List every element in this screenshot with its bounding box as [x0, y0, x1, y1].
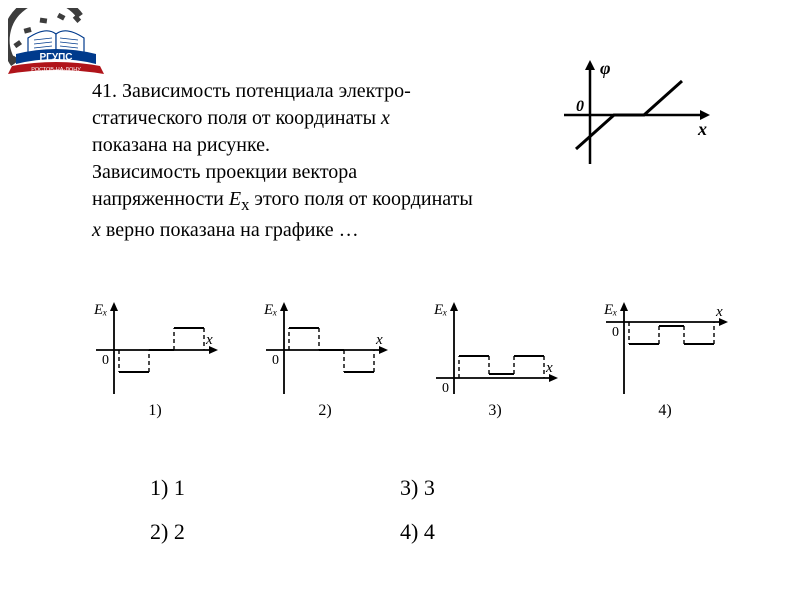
option-2-label: 2)	[250, 402, 400, 420]
svg-text:0: 0	[442, 381, 449, 396]
svg-text:x: x	[715, 304, 723, 320]
question-line4: Зависимость проекции вектора	[92, 161, 357, 183]
option-4: Eₓ x 0 4)	[590, 300, 740, 420]
svg-text:0: 0	[576, 98, 584, 115]
question-line3: показана на рисунке.	[92, 134, 270, 156]
question-var-e: E	[229, 188, 241, 210]
svg-text:0: 0	[612, 325, 619, 340]
option-4-label: 4)	[590, 402, 740, 420]
svg-text:Eₓ: Eₓ	[263, 302, 277, 318]
answer-3: 3) 3	[400, 475, 650, 501]
svg-text:x: x	[545, 360, 553, 376]
option-3-label: 3)	[420, 402, 570, 420]
options-row: Eₓ x 0 1) Eₓ x 0 2) Eₓ x 0 3) Eₓ x 0 4)	[80, 300, 740, 420]
svg-text:x: x	[205, 332, 213, 348]
answer-1: 1) 1	[150, 475, 400, 501]
answer-2: 2) 2	[150, 519, 400, 545]
question-line6: верно показана на графике …	[101, 219, 359, 241]
svg-text:φ: φ	[600, 60, 611, 78]
option-2: Eₓ x 0 2)	[250, 300, 400, 420]
svg-text:0: 0	[272, 353, 279, 368]
logo-ribbon-text: РОСТОВ-НА-ДОНУ	[31, 67, 81, 73]
svg-text:x: x	[697, 119, 707, 139]
answer-4: 4) 4	[400, 519, 650, 545]
question-line1: 41. Зависимость потенциала электро-	[92, 80, 411, 102]
main-graph: φ x 0	[560, 60, 710, 170]
question-var-x1: x	[381, 107, 390, 129]
university-logo: РГУПС РОСТОВ-НА-ДОНУ	[8, 8, 108, 78]
svg-text:0: 0	[102, 353, 109, 368]
ribbon-icon: РОСТОВ-НА-ДОНУ	[8, 62, 104, 74]
svg-text:Eₓ: Eₓ	[433, 302, 447, 318]
question-line5b: этого поля от координаты	[249, 188, 472, 210]
svg-text:Eₓ: Eₓ	[603, 302, 617, 318]
option-3: Eₓ x 0 3)	[420, 300, 570, 420]
question-line5a: напряженности	[92, 188, 229, 210]
svg-text:Eₓ: Eₓ	[93, 302, 107, 318]
question-var-x2: x	[92, 219, 101, 241]
option-1-label: 1)	[80, 402, 230, 420]
question-text: 41. Зависимость потенциала электро- стат…	[92, 78, 542, 244]
logo-text: РГУПС	[40, 52, 73, 63]
question-line2: статического поля от координаты	[92, 107, 381, 129]
option-1: Eₓ x 0 1)	[80, 300, 230, 420]
svg-text:x: x	[375, 332, 383, 348]
answer-list: 1) 1 3) 3 2) 2 4) 4	[150, 475, 650, 545]
